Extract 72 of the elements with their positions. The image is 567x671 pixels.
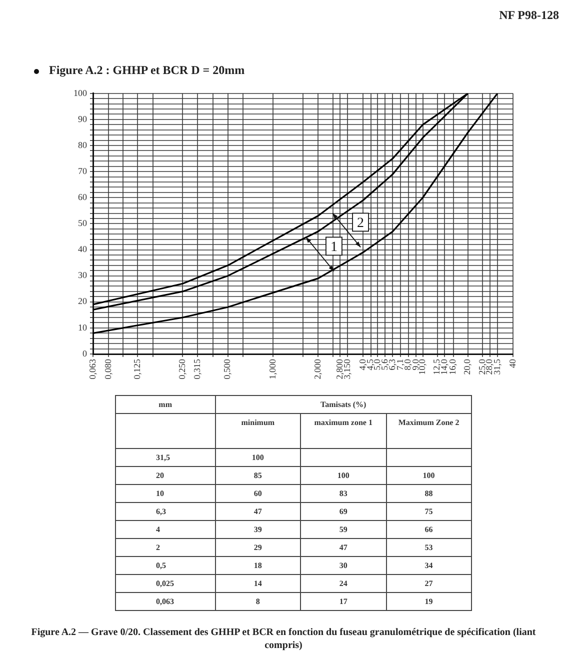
x-tick-label: 0,080: [102, 358, 113, 380]
x-tick-label: 1,000: [267, 358, 278, 380]
y-tick-label: 100: [74, 88, 88, 98]
text: 19: [386, 592, 472, 610]
x-tick-label: 0,500: [222, 358, 232, 380]
x-tick-label: 4,0: [358, 358, 368, 370]
text: 2: [116, 538, 216, 556]
text: 85: [215, 466, 301, 484]
x-tick-label: 12,5: [432, 358, 442, 375]
x-tick-label: 20,0: [462, 358, 472, 375]
y-tick-label: 30: [78, 270, 88, 280]
text: 34: [386, 556, 472, 574]
text: 39: [215, 520, 301, 538]
text: 66: [386, 520, 472, 538]
text: Maximum Zone 2: [386, 414, 472, 448]
annotation: 2: [357, 216, 364, 232]
x-tick-label: 25,0: [476, 358, 487, 375]
text: 47: [215, 502, 301, 520]
text: 17: [300, 592, 386, 610]
annotation: 1: [330, 240, 338, 256]
text: 24: [300, 574, 386, 592]
text: mm: [116, 396, 216, 414]
text: 88: [386, 484, 472, 502]
x-tick-label: 16,0: [448, 358, 458, 375]
text: 27: [386, 574, 472, 592]
x-tick-label: 40: [507, 358, 518, 368]
text: 59: [300, 520, 386, 538]
text: NF P98-128: [499, 8, 559, 23]
text: 10: [116, 484, 216, 502]
y-tick-label: 40: [78, 244, 88, 254]
text: 4: [116, 520, 216, 538]
y-tick-label: 70: [78, 166, 88, 176]
text: 0,025: [116, 574, 216, 592]
x-tick-label: 2,800: [334, 358, 344, 380]
text: 6,3: [116, 502, 216, 520]
y-tick-label: 90: [78, 114, 88, 124]
text: 100: [215, 448, 301, 466]
y-tick-label: 50: [78, 218, 88, 228]
number-box: 1: [326, 236, 342, 256]
text: 14: [215, 574, 301, 592]
text: 60: [215, 484, 301, 502]
text: 69: [300, 502, 386, 520]
text: 8: [215, 592, 301, 610]
text: 47: [300, 538, 386, 556]
text: 75: [386, 502, 472, 520]
text: Tamisats (%): [215, 396, 472, 414]
x-tick-label: 0,250: [177, 358, 188, 380]
text: maximum zone 1: [300, 414, 386, 448]
text: 0,063: [116, 592, 216, 610]
number-box: 2: [352, 212, 369, 232]
y-tick-label: 0: [82, 348, 88, 358]
text: 100: [386, 466, 472, 484]
chart-title: Figure A.2 : GHHP et BCR D = 20mm: [49, 63, 245, 77]
text: 53: [386, 538, 472, 556]
text: Figure A.2 — Grave 0/20. Classement des GHHP et BCR en fonction du fuseau granulométrique de spécification (liant compris): [30, 626, 537, 652]
x-tick-label: 0,125: [132, 358, 142, 380]
text: 0,5: [116, 556, 216, 574]
text: 18: [215, 556, 301, 574]
text: 100: [300, 466, 386, 484]
x-tick-label: 2,000: [312, 358, 322, 380]
text: 30: [300, 556, 386, 574]
y-tick-label: 20: [78, 296, 88, 306]
x-tick-label: 0,315: [192, 358, 202, 380]
x-tick-label: 0,063: [87, 358, 98, 380]
text: 31,5: [116, 448, 216, 466]
y-tick-label: 80: [78, 140, 88, 150]
text: minimum: [215, 414, 301, 448]
text: 83: [300, 484, 386, 502]
text: 20: [116, 466, 216, 484]
text: 29: [215, 538, 301, 556]
y-tick-label: 60: [78, 192, 88, 202]
y-tick-label: 10: [78, 322, 88, 332]
